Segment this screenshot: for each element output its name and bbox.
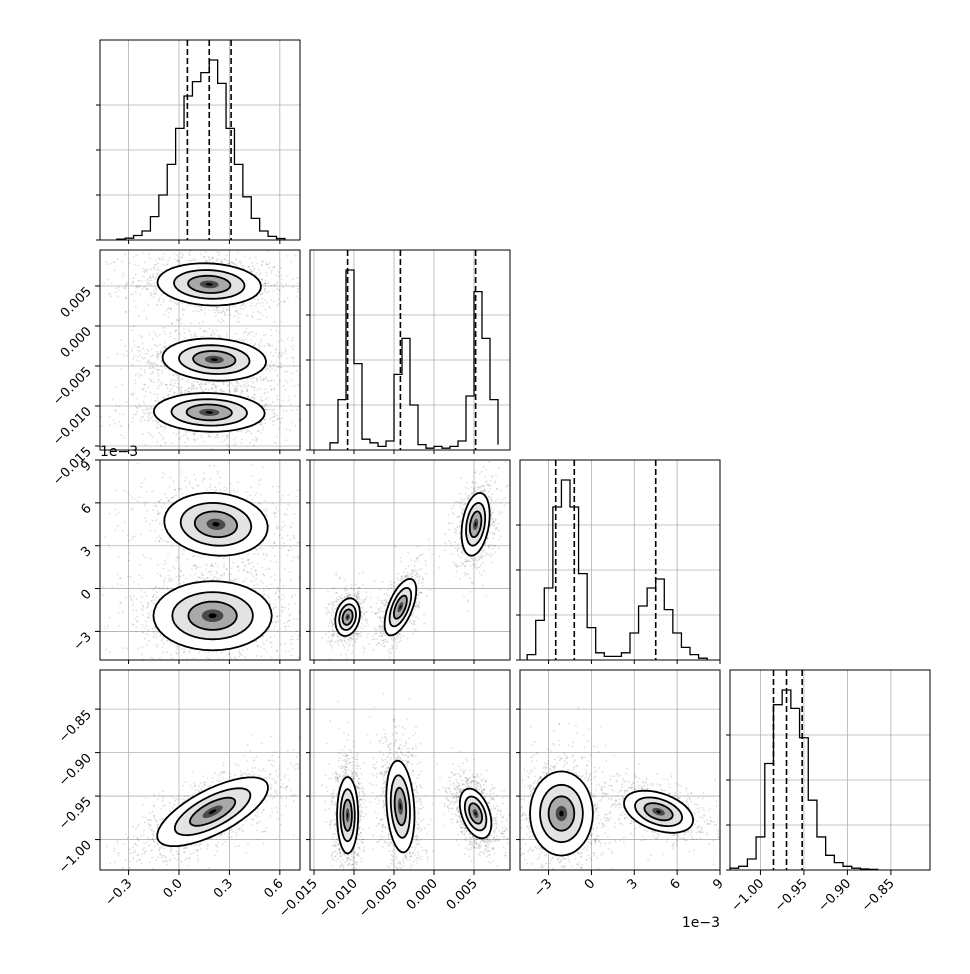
x-offset-label: 1e−3 <box>682 915 720 931</box>
scatter-points <box>64 449 363 696</box>
histogram-frame-0 <box>100 40 300 240</box>
histogram-frame-3 <box>730 670 930 870</box>
panel-content <box>472 707 743 916</box>
histogram-panel-1 <box>306 250 510 450</box>
density-cluster <box>158 263 261 305</box>
y-tick-label: −1.00 <box>56 838 95 877</box>
density-cluster <box>164 493 267 556</box>
x-tick-label: −3 <box>531 876 555 900</box>
density-cluster <box>386 761 414 853</box>
y-tick-label: −0.95 <box>56 794 95 833</box>
x-tick-label: 0.3 <box>211 876 236 901</box>
y-tick-label: 0 <box>78 587 94 603</box>
scatter-panel-0-1 <box>47 231 366 466</box>
panel-content <box>47 231 366 466</box>
density-cluster <box>530 771 593 855</box>
x-tick-label: −0.005 <box>356 876 401 921</box>
scatter-panel-1-2 <box>310 454 510 673</box>
density-cluster <box>157 777 268 846</box>
x-tick-label: 0.000 <box>404 876 441 913</box>
density-cluster <box>163 339 266 381</box>
x-tick-label: 0.0 <box>161 876 186 901</box>
y-tick-label: 0.005 <box>58 284 95 321</box>
x-tick-label: −0.010 <box>316 876 361 921</box>
scatter-panel-1-3 <box>310 670 511 915</box>
histogram-panel-0 <box>96 40 300 240</box>
density-cluster <box>462 493 490 556</box>
x-tick-label: 6 <box>668 876 684 892</box>
density-core <box>347 813 348 818</box>
y-tick-label: −0.005 <box>50 364 95 409</box>
histogram-panel-2 <box>516 460 720 660</box>
density-cluster <box>153 581 271 650</box>
scatter-points <box>472 707 743 916</box>
x-tick-label: −0.015 <box>276 876 321 921</box>
y-tick-label: 3 <box>78 544 94 560</box>
y-tick-label: −0.010 <box>50 404 95 449</box>
x-tick-label: 9 <box>710 876 726 892</box>
x-tick-label: 0.005 <box>444 876 481 913</box>
scatter-points <box>321 454 508 673</box>
y-tick-label: 0.000 <box>58 324 95 361</box>
x-tick-label: 0.6 <box>261 876 286 901</box>
y-tick-label: −0.85 <box>56 707 95 746</box>
density-cluster <box>337 777 358 854</box>
y-offset-label: 1e−3 <box>100 444 138 460</box>
panel-content <box>321 454 508 673</box>
x-tick-label: 3 <box>625 876 641 892</box>
y-tick-label: 9 <box>78 458 94 474</box>
x-tick-label: 0 <box>582 876 598 892</box>
y-tick-label: −3 <box>71 630 95 654</box>
histogram-frame-2 <box>520 460 720 660</box>
x-tick-label: −0.3 <box>102 876 135 909</box>
scatter-panel-0-2 <box>64 449 363 696</box>
histogram-panel-3 <box>726 670 930 870</box>
x-tick-label: −0.85 <box>859 876 898 915</box>
x-tick-label: −1.00 <box>728 876 767 915</box>
density-cluster <box>385 579 417 636</box>
y-tick-label: −0.90 <box>56 751 95 790</box>
density-cluster <box>154 393 265 432</box>
scatter-panel-2-3 <box>472 670 743 915</box>
panel-content <box>64 449 363 696</box>
x-tick-label: −0.95 <box>772 876 811 915</box>
x-tick-label: −0.90 <box>815 876 854 915</box>
y-tick-label: 6 <box>78 501 94 517</box>
density-core <box>209 613 217 618</box>
